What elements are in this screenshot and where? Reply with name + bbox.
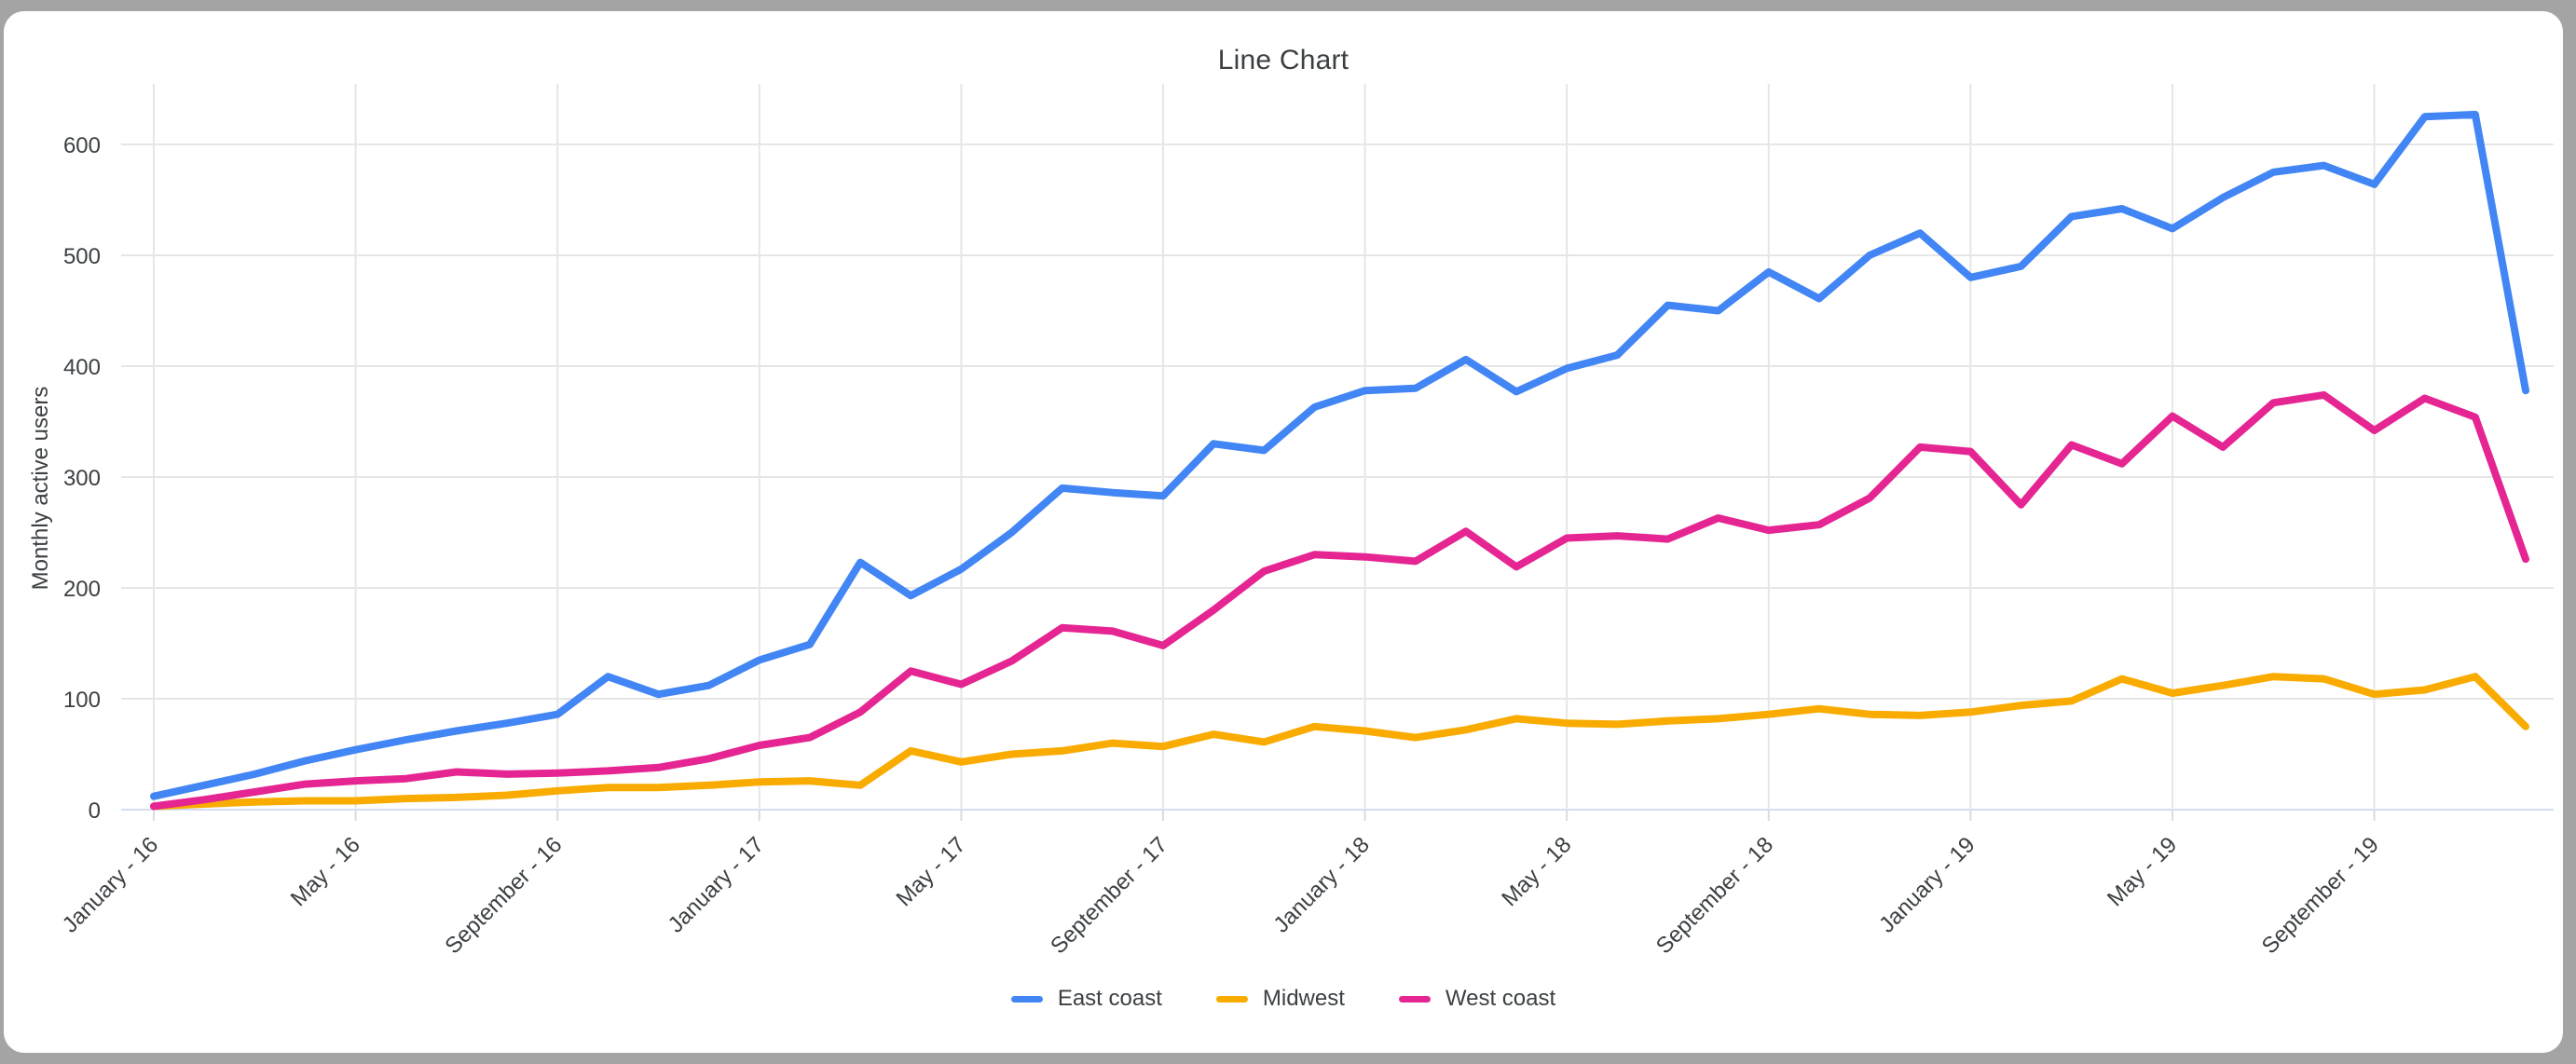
legend: East coast Midwest West coast: [4, 986, 2563, 1012]
x-tick-label: January - 18: [1268, 832, 1374, 937]
y-tick-label: 500: [63, 244, 101, 269]
y-tick-label: 100: [63, 688, 101, 713]
y-tick-label: 0: [89, 798, 101, 824]
y-tick-label: 600: [63, 133, 101, 158]
x-tick-label: May - 18: [1497, 832, 1576, 911]
series-line-east-coast[interactable]: [150, 110, 2529, 800]
legend-label: West coast: [1445, 986, 1556, 1011]
legend-item-west-coast[interactable]: West coast: [1398, 986, 1556, 1012]
legend-item-east-coast[interactable]: East coast: [1010, 986, 1162, 1012]
legend-swatch-icon: [1398, 995, 1431, 1003]
legend-label: Midwest: [1262, 986, 1345, 1011]
y-tick-label: 400: [63, 355, 101, 380]
y-tick-label: 300: [63, 466, 101, 491]
x-tick-label: January - 17: [664, 832, 769, 937]
series-line-midwest[interactable]: [150, 673, 2529, 811]
legend-swatch-icon: [1010, 995, 1043, 1003]
x-tick-label: January - 19: [1874, 832, 1980, 937]
legend-swatch-icon: [1215, 995, 1248, 1003]
x-tick-label: September - 19: [2257, 832, 2384, 959]
x-tick-label: January - 16: [58, 832, 163, 937]
x-tick-label: May - 16: [286, 832, 365, 911]
y-tick-label: 200: [63, 577, 101, 602]
x-tick-label: September - 18: [1651, 832, 1778, 959]
x-tick-label: September - 16: [440, 832, 567, 959]
chart-title: Line Chart: [1217, 45, 1350, 75]
x-tick-label: May - 17: [892, 832, 971, 911]
legend-item-midwest[interactable]: Midwest: [1215, 986, 1345, 1012]
legend-label: East coast: [1057, 986, 1162, 1011]
chart-card: Line Chart Monthly active users East coa…: [4, 11, 2563, 1053]
x-tick-label: September - 17: [1046, 832, 1172, 959]
series-line-west-coast[interactable]: [150, 390, 2529, 811]
x-tick-label: May - 19: [2103, 832, 2182, 911]
